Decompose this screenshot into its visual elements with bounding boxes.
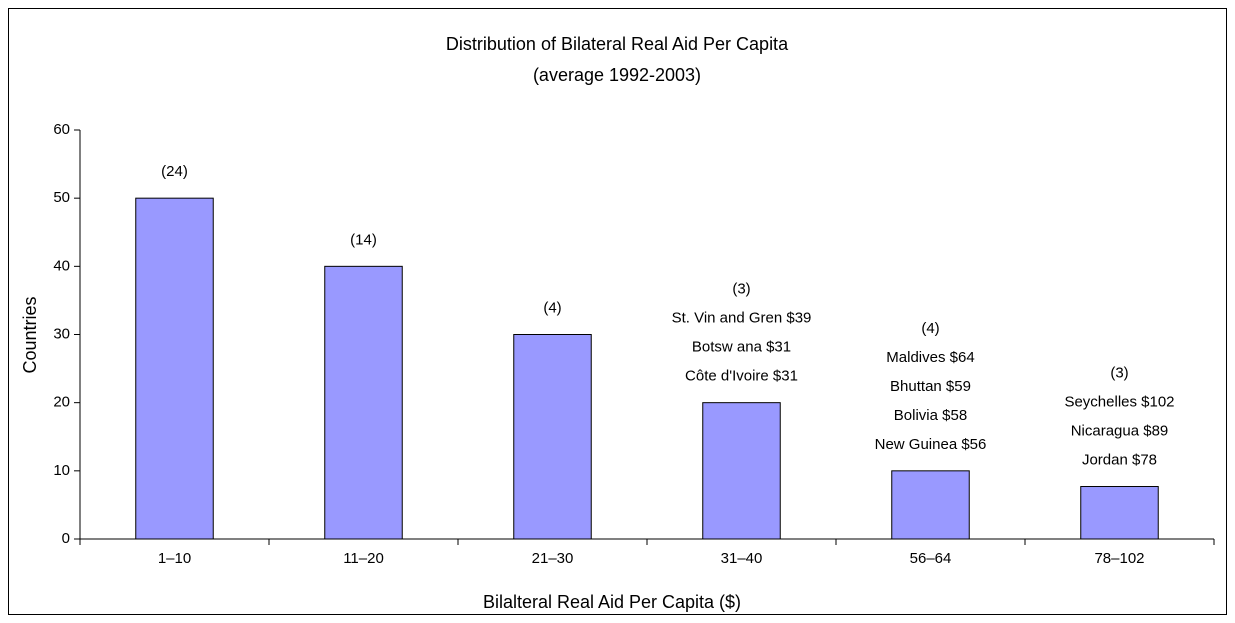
- bar-annotation: (4): [543, 299, 561, 316]
- y-tick-label: 20: [53, 394, 70, 411]
- bar: [135, 197, 214, 540]
- bar-annotation: (4): [921, 320, 939, 337]
- bar: [513, 334, 592, 540]
- bar-annotation: (3): [732, 281, 750, 298]
- y-tick-label: 60: [53, 121, 70, 138]
- x-axis-label: Bilalteral Real Aid Per Capita ($): [483, 592, 741, 612]
- bar: [324, 265, 403, 540]
- bar-annotation: (3): [1110, 364, 1128, 381]
- x-tick-label: 1–10: [158, 550, 191, 567]
- bar-annotation: Maldives $64: [886, 349, 974, 366]
- bar-annotation: Botsw ana $31: [692, 339, 791, 356]
- y-axis-label: Countries: [20, 296, 40, 373]
- bar-annotation: (24): [161, 163, 188, 180]
- y-tick-label: 40: [53, 257, 70, 274]
- bar: [1080, 486, 1159, 540]
- x-tick-label: 21–30: [532, 550, 574, 567]
- bar-annotation: Nicaragua $89: [1071, 422, 1169, 439]
- bar-annotation: St. Vin and Gren $39: [672, 310, 812, 327]
- bar-annotation: Bolivia $58: [894, 407, 967, 424]
- x-tick-label: 11–20: [343, 550, 384, 567]
- y-tick-label: 10: [53, 462, 70, 479]
- y-tick-label: 0: [62, 530, 70, 547]
- bar-annotation: (14): [350, 231, 377, 248]
- bar: [891, 470, 970, 540]
- chart-subtitle: (average 1992-2003): [533, 65, 701, 85]
- chart-title: Distribution of Bilateral Real Aid Per C…: [446, 34, 789, 54]
- x-tick-label: 78–102: [1094, 550, 1144, 567]
- y-tick-label: 30: [53, 325, 70, 342]
- bar-annotation: Côte d'Ivoire $31: [685, 368, 798, 385]
- y-tick-label: 50: [53, 189, 70, 206]
- bar-annotation: New Guinea $56: [875, 436, 987, 453]
- bar-annotation: Bhuttan $59: [890, 378, 971, 395]
- bar: [702, 402, 781, 540]
- bar-annotation: Jordan $78: [1082, 451, 1157, 468]
- x-tick-label: 56–64: [910, 550, 952, 567]
- bar-annotation: Seychelles $102: [1064, 393, 1174, 410]
- x-tick-label: 31–40: [721, 550, 763, 567]
